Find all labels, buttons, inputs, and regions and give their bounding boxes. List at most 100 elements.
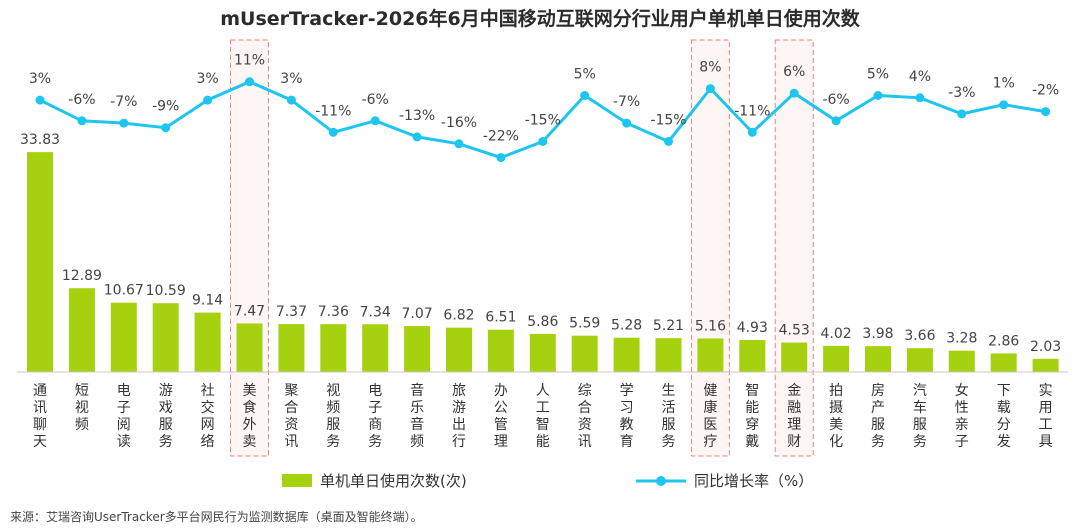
bar xyxy=(990,353,1017,372)
category-label: 美食外卖 xyxy=(243,383,257,450)
growth-label: 8% xyxy=(699,60,721,76)
bar-value-label: 7.07 xyxy=(402,306,433,322)
category-label: 智能穿戴 xyxy=(745,383,759,450)
growth-point xyxy=(664,137,673,146)
category-label: 拍摄美化 xyxy=(829,383,843,450)
bar-value-label: 4.93 xyxy=(737,320,768,336)
growth-label: -6% xyxy=(822,92,849,108)
growth-point xyxy=(873,91,883,100)
growth-point xyxy=(119,118,129,128)
bar-value-label: 4.02 xyxy=(821,326,852,342)
growth-label: 11% xyxy=(234,53,265,69)
growth-point xyxy=(328,127,338,137)
legend-line-label: 同比增长率（%） xyxy=(694,472,813,490)
bar xyxy=(948,350,975,372)
growth-label: -3% xyxy=(948,85,975,101)
growth-point xyxy=(286,95,296,105)
category-label: 金融理财 xyxy=(787,383,801,450)
bar-value-label: 7.47 xyxy=(234,303,265,319)
bar xyxy=(362,324,389,372)
growth-point xyxy=(454,139,464,149)
bar-value-label: 5.86 xyxy=(527,314,558,330)
growth-point xyxy=(789,88,799,98)
bar xyxy=(1032,358,1059,372)
growth-point xyxy=(161,123,171,133)
growth-label: -13% xyxy=(399,108,435,124)
growth-point xyxy=(538,137,548,146)
bar xyxy=(446,327,472,372)
bar xyxy=(823,345,850,372)
highlight-box xyxy=(774,39,814,457)
growth-label: 5% xyxy=(867,67,889,83)
growth-label: -2% xyxy=(1032,83,1059,99)
category-label: 社交网络 xyxy=(201,383,215,450)
growth-point xyxy=(496,153,506,163)
bar-value-label: 3.28 xyxy=(946,331,977,347)
bar xyxy=(278,324,305,372)
bar xyxy=(320,324,347,372)
bar-value-label: 5.16 xyxy=(695,318,726,334)
category-label: 游戏服务 xyxy=(159,383,173,450)
bar xyxy=(865,346,891,372)
category-label: 女性亲子 xyxy=(955,382,969,450)
growth-label: -6% xyxy=(362,92,389,108)
growth-label: 4% xyxy=(909,69,931,85)
growth-point xyxy=(831,116,841,126)
growth-label: -9% xyxy=(152,99,179,115)
bar-value-label: 6.51 xyxy=(485,310,516,326)
growth-point xyxy=(35,95,45,105)
bar xyxy=(236,323,263,372)
bar xyxy=(110,302,137,372)
growth-point xyxy=(705,84,715,94)
bar-value-label: 6.82 xyxy=(443,308,474,324)
bar-value-label: 4.53 xyxy=(779,323,810,339)
growth-label: 1% xyxy=(993,76,1015,92)
growth-point xyxy=(370,116,380,126)
bar xyxy=(655,338,682,372)
growth-label: -11% xyxy=(734,103,770,119)
category-label: 旅游出行 xyxy=(452,383,466,450)
chart-title: mUserTracker-2026年6月中国移动互联网分行业用户单机单日使用次数 xyxy=(220,8,860,30)
category-label: 汽车服务 xyxy=(913,383,927,450)
growth-point xyxy=(999,100,1009,110)
growth-point xyxy=(77,116,87,126)
bar xyxy=(571,335,598,372)
category-label: 电子商务 xyxy=(368,383,382,450)
growth-label: 3% xyxy=(196,71,218,87)
category-label: 学习教育 xyxy=(620,383,634,450)
bar-value-label: 9.14 xyxy=(192,293,223,309)
growth-label: 3% xyxy=(29,71,51,87)
bar-value-label: 5.28 xyxy=(611,318,642,334)
bar-value-label: 5.59 xyxy=(569,316,600,332)
bar xyxy=(529,333,556,372)
growth-point xyxy=(1041,107,1051,117)
bar xyxy=(27,152,53,372)
source-note: 来源：艾瑞咨询UserTracker多平台网民行为监测数据库（桌面及智能终端）。 xyxy=(10,510,423,524)
bar-value-label: 33.83 xyxy=(20,132,60,148)
bar xyxy=(906,348,933,372)
growth-label: -7% xyxy=(613,94,640,110)
growth-point xyxy=(915,93,925,103)
category-label: 人工智能 xyxy=(536,383,550,450)
bar-value-label: 10.59 xyxy=(146,283,186,299)
category-label: 下载分发 xyxy=(997,383,1011,450)
category-label: 办公管理 xyxy=(494,383,508,450)
bar xyxy=(739,339,766,372)
bar xyxy=(487,329,514,372)
category-label: 音乐音频 xyxy=(410,382,424,450)
category-label: 综合资讯 xyxy=(578,383,592,450)
category-label: 实用工具 xyxy=(1039,383,1053,450)
growth-label: 5% xyxy=(574,67,596,83)
category-label: 短视频 xyxy=(75,383,89,433)
bar-value-label: 3.66 xyxy=(904,328,935,344)
bar-value-label: 7.36 xyxy=(318,304,349,320)
bar xyxy=(404,326,431,372)
bar-value-label: 5.21 xyxy=(653,318,684,334)
legend-line-marker xyxy=(656,476,666,486)
bar xyxy=(68,288,95,372)
legend-bar-label: 单机单日使用次数(次) xyxy=(320,472,467,490)
legend-bar-swatch xyxy=(282,474,312,487)
category-label: 聚合资讯 xyxy=(284,383,298,450)
growth-point xyxy=(245,77,254,87)
highlight-box xyxy=(230,39,269,457)
